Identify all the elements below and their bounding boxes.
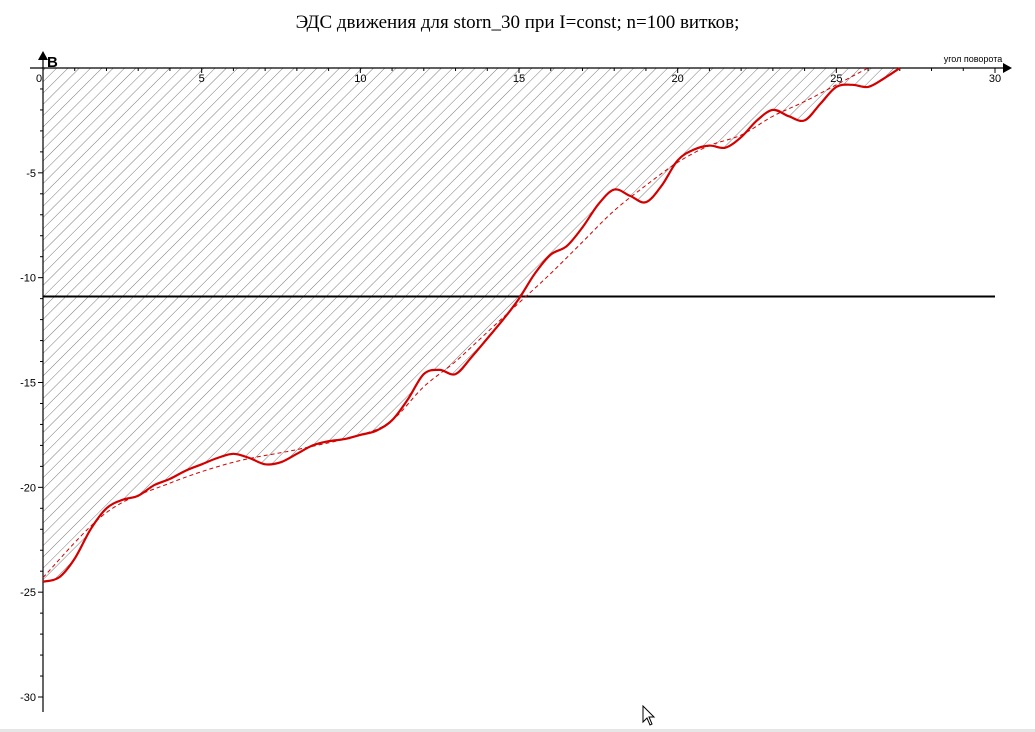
y-axis-title: B [47, 54, 58, 71]
x-tick-label: 20 [672, 73, 684, 85]
y-axis-arrow-icon [38, 51, 48, 60]
y-tick-label: -20 [20, 482, 36, 494]
y-tick-label: -25 [20, 587, 36, 599]
x-tick-label: 30 [989, 73, 1001, 85]
x-tick-label: 15 [513, 73, 525, 85]
hatched-area [43, 68, 900, 582]
arrow-cursor-icon [642, 705, 656, 726]
x-tick-label: 25 [830, 73, 842, 85]
y-tick-label: -5 [26, 168, 36, 180]
y-tick-label: -30 [20, 692, 36, 704]
x-axis-title: угол поворота [944, 54, 1003, 64]
y-tick-label: -15 [20, 378, 36, 390]
series-line-solid [42, 67, 901, 583]
series-layer [42, 67, 901, 583]
x-tick-label: 10 [354, 73, 366, 85]
x-tick-label: 5 [199, 73, 205, 85]
y-tick-label: -10 [20, 273, 36, 285]
axes: 0 5 10 15 20 25 30 -5 -10 -15 -20 -25 -30 [20, 51, 1012, 712]
x-axis-arrow-icon [1003, 63, 1012, 73]
series-line-dashed [42, 67, 869, 578]
x-tick-label: 0 [36, 73, 42, 85]
chart-title: ЭДС движения для storn_30 при I=const; n… [295, 12, 740, 33]
bottom-border [0, 729, 1035, 732]
